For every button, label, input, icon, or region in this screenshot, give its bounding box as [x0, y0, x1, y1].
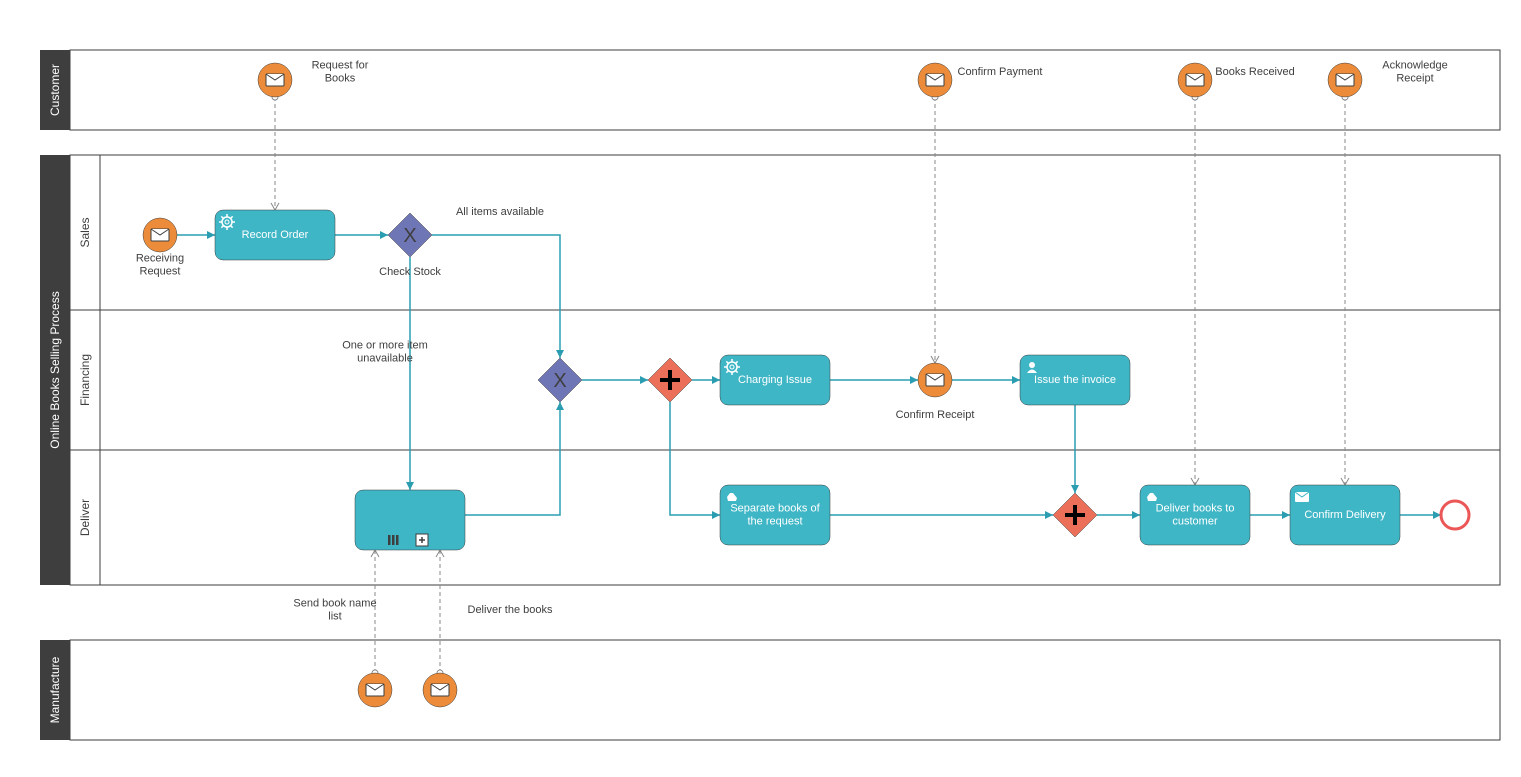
svg-text:Customer: Customer [48, 64, 62, 116]
task-t-subprocess [355, 490, 465, 550]
svg-text:Deliver: Deliver [78, 499, 92, 536]
svg-text:All items available: All items available [456, 206, 544, 218]
svg-text:Send book name: Send book name [293, 598, 376, 610]
svg-text:Charging Issue: Charging Issue [738, 374, 812, 386]
svg-text:Request for: Request for [312, 60, 369, 72]
svg-text:Books: Books [325, 73, 356, 85]
pool-manufacture [70, 640, 1500, 740]
svg-text:Issue the invoice: Issue the invoice [1034, 374, 1116, 386]
svg-text:Deliver the books: Deliver the books [468, 604, 553, 616]
svg-text:Online Books Selling Process: Online Books Selling Process [48, 291, 62, 448]
end-event [1441, 501, 1469, 529]
seq-flow [670, 402, 720, 515]
svg-text:unavailable: unavailable [357, 353, 413, 365]
svg-text:Financing: Financing [78, 354, 92, 406]
svg-text:the request: the request [747, 516, 802, 528]
svg-text:Receiving: Receiving [136, 253, 184, 265]
svg-text:Acknowledge: Acknowledge [1382, 60, 1447, 72]
svg-text:Confirm Delivery: Confirm Delivery [1304, 509, 1386, 521]
svg-text:X: X [553, 370, 566, 392]
svg-text:Sales: Sales [78, 217, 92, 247]
svg-text:Books Received: Books Received [1215, 66, 1295, 78]
svg-text:Confirm Receipt: Confirm Receipt [896, 409, 975, 421]
bpmn-diagram: Customer Online Books Selling Process Sale… [0, 0, 1521, 777]
svg-text:Check Stock: Check Stock [379, 266, 441, 278]
svg-text:Record Order: Record Order [242, 229, 309, 241]
svg-text:Confirm Payment: Confirm Payment [958, 66, 1043, 78]
svg-text:list: list [328, 611, 341, 623]
svg-text:X: X [403, 225, 416, 247]
svg-text:Manufacture: Manufacture [48, 656, 62, 723]
svg-text:customer: customer [1172, 516, 1218, 528]
svg-text:Receipt: Receipt [1396, 73, 1433, 85]
seq-flow [432, 235, 560, 358]
svg-text:Separate books of: Separate books of [730, 503, 820, 515]
svg-text:Request: Request [140, 266, 181, 278]
svg-text:Deliver books to: Deliver books to [1156, 503, 1235, 515]
seq-flow [465, 402, 560, 515]
svg-text:One or more item: One or more item [342, 340, 428, 352]
